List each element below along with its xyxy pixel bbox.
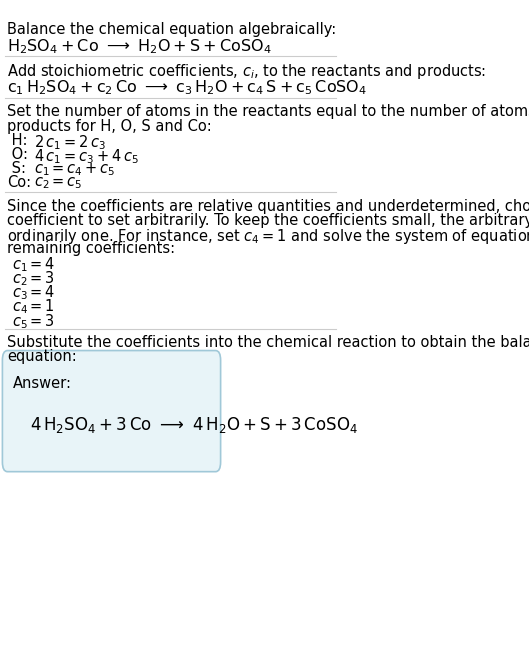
Text: $c_4 = 1$: $c_4 = 1$ [12, 298, 55, 316]
Text: $c_1 = c_4 + c_5$: $c_1 = c_4 + c_5$ [33, 161, 115, 178]
Text: $\mathrm{H_2SO_4 + Co \ \longrightarrow \ H_2O + S + CoSO_4}$: $\mathrm{H_2SO_4 + Co \ \longrightarrow … [7, 38, 272, 56]
Text: remaining coefficients:: remaining coefficients: [7, 241, 176, 256]
Text: Balance the chemical equation algebraically:: Balance the chemical equation algebraica… [7, 22, 337, 37]
Text: $c_2 = c_5$: $c_2 = c_5$ [33, 175, 82, 191]
Text: $2\,c_1 = 2\,c_3$: $2\,c_1 = 2\,c_3$ [33, 133, 105, 151]
Text: O:: O: [7, 147, 29, 162]
Text: Set the number of atoms in the reactants equal to the number of atoms in the: Set the number of atoms in the reactants… [7, 104, 529, 120]
Text: $c_2 = 3$: $c_2 = 3$ [12, 269, 55, 288]
Text: ordinarily one. For instance, set $c_4 = 1$ and solve the system of equations fo: ordinarily one. For instance, set $c_4 =… [7, 227, 529, 246]
Text: Add stoichiometric coefficients, $c_i$, to the reactants and products:: Add stoichiometric coefficients, $c_i$, … [7, 62, 487, 81]
Text: $\mathrm{4\,H_2SO_4 + 3\,Co \ \longrightarrow \ 4\,H_2O + S + 3\,CoSO_4}$: $\mathrm{4\,H_2SO_4 + 3\,Co \ \longright… [30, 415, 358, 435]
Text: equation:: equation: [7, 349, 77, 364]
Text: $c_5 = 3$: $c_5 = 3$ [12, 312, 55, 331]
Text: products for H, O, S and Co:: products for H, O, S and Co: [7, 118, 212, 134]
FancyBboxPatch shape [3, 351, 221, 472]
Text: $c_1 = 4$: $c_1 = 4$ [12, 255, 56, 274]
Text: $\mathrm{c_1\,H_2SO_4 + c_2\,Co \ \longrightarrow \ c_3\,H_2O + c_4\,S + c_5\,Co: $\mathrm{c_1\,H_2SO_4 + c_2\,Co \ \longr… [7, 79, 368, 98]
Text: Substitute the coefficients into the chemical reaction to obtain the balanced: Substitute the coefficients into the che… [7, 335, 529, 350]
Text: H:: H: [7, 133, 28, 148]
Text: Since the coefficients are relative quantities and underdetermined, choose a: Since the coefficients are relative quan… [7, 199, 529, 214]
Text: S:: S: [7, 161, 26, 176]
Text: $4\,c_1 = c_3 + 4\,c_5$: $4\,c_1 = c_3 + 4\,c_5$ [33, 147, 139, 166]
Text: $c_3 = 4$: $c_3 = 4$ [12, 283, 56, 302]
Text: coefficient to set arbitrarily. To keep the coefficients small, the arbitrary va: coefficient to set arbitrarily. To keep … [7, 213, 529, 228]
Text: Answer:: Answer: [13, 377, 72, 391]
Text: Co:: Co: [7, 175, 32, 190]
